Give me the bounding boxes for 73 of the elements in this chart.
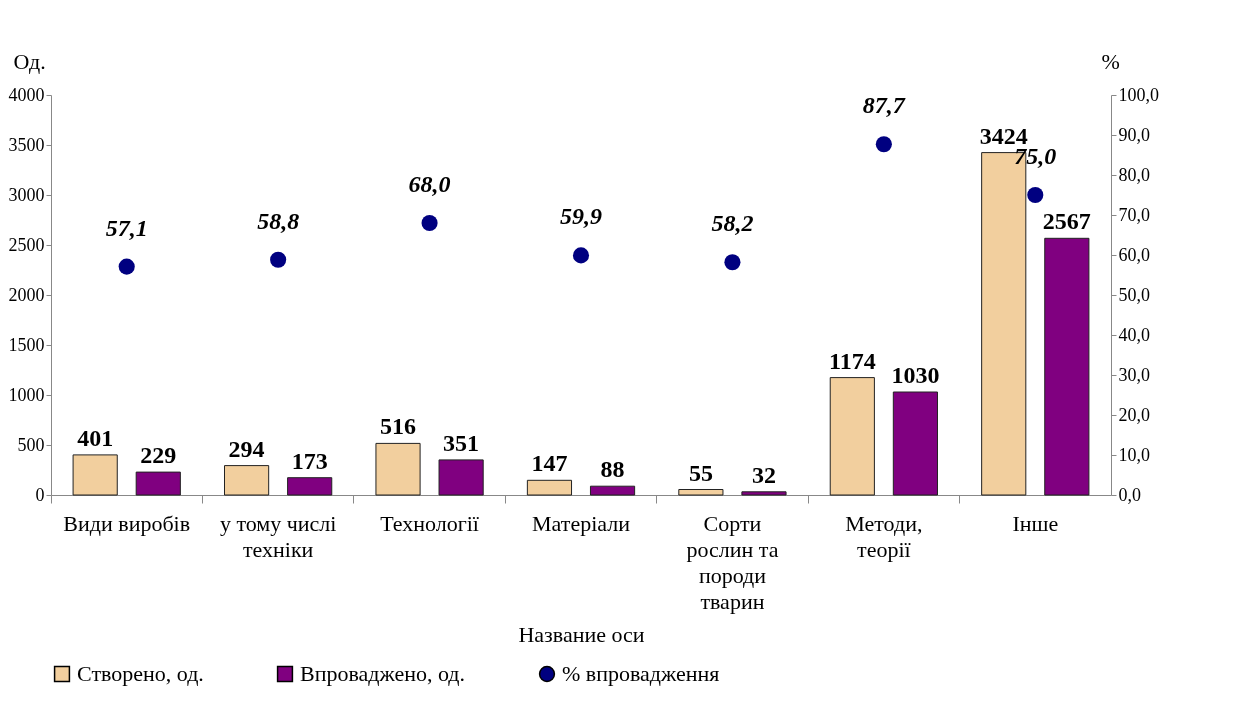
data-label: 55 (688, 459, 713, 486)
y-tick-label: 1500 (8, 334, 45, 355)
x-tick-label: Види виробів (63, 510, 191, 536)
point (724, 254, 741, 271)
point (118, 258, 135, 275)
bar (526, 479, 573, 496)
y-tick-label: 500 (17, 434, 45, 455)
bar (589, 485, 636, 496)
data-label: 68,0 (408, 171, 451, 197)
data-label: 351 (443, 429, 480, 456)
y-tick-label: 0 (35, 484, 45, 505)
y2-tick-label: 80,0 (1118, 164, 1150, 185)
bar (375, 442, 421, 496)
y2-tick-label: 40,0 (1118, 324, 1150, 345)
point (875, 136, 892, 153)
y-tick-label: 3500 (8, 134, 45, 155)
legend-label: Впроваджено, од. (300, 661, 466, 686)
y2-tick-label: 0,0 (1118, 484, 1141, 505)
point (421, 214, 438, 232)
data-label: 87,7 (862, 92, 906, 119)
data-label: 1030 (891, 362, 940, 388)
y-tick-label: 1000 (8, 384, 45, 405)
bar (438, 459, 484, 496)
bar (287, 477, 333, 496)
point (270, 251, 287, 268)
legend-label: % впровадження (562, 661, 720, 686)
bar (678, 489, 724, 496)
x-tick-label: у тому числі техніки (219, 510, 337, 562)
data-label: 58,8 (257, 207, 300, 234)
x-axis-title: Название оси (518, 621, 645, 647)
y2-tick-label: 50,0 (1118, 284, 1150, 305)
data-label: 229 (140, 442, 177, 469)
data-label: 516 (380, 413, 417, 440)
bar (892, 391, 938, 496)
data-label: 59,9 (560, 203, 602, 230)
point (572, 247, 590, 264)
y2-tick-label: 90,0 (1118, 124, 1150, 145)
data-label: 1174 (828, 347, 876, 374)
data-label: 58,2 (711, 210, 754, 237)
data-label: 401 (77, 424, 114, 451)
x-tick-label: Інше (1012, 510, 1059, 536)
x-tick-label: Сорти рослин та породи тварин (686, 510, 779, 614)
bar (829, 377, 875, 496)
data-label: 32 (751, 461, 776, 488)
y-axis-title: Од. (13, 48, 46, 74)
bar (741, 491, 787, 496)
data-label: 173 (291, 447, 328, 474)
bar (1044, 237, 1090, 496)
y-tick-label: 4000 (8, 84, 45, 105)
data-label: 88 (600, 456, 625, 483)
x-tick-label: Матеріали (532, 510, 631, 536)
x-tick-label: Методи, теорії (845, 510, 923, 562)
y-tick-label: 2000 (8, 284, 45, 305)
y-tick-label: 3000 (8, 184, 45, 205)
y2-tick-label: 20,0 (1118, 404, 1150, 425)
x-tick-label: Технології (380, 510, 480, 536)
data-label: 57,1 (105, 214, 148, 241)
data-label: 147 (531, 450, 568, 477)
bar (72, 454, 118, 496)
y2-tick-label: 10,0 (1118, 444, 1150, 465)
y2-tick-label: 60,0 (1118, 244, 1150, 265)
data-label: 2567 (1042, 208, 1091, 235)
point (1027, 186, 1044, 204)
y2-tick-label: 100,0 (1118, 84, 1159, 105)
y2-axis-title: % (1101, 48, 1120, 74)
data-label: 3424 (979, 122, 1028, 149)
bar (135, 471, 181, 496)
y-tick-label: 2500 (8, 234, 45, 255)
bar (224, 465, 270, 496)
data-label: 294 (228, 435, 265, 462)
legend-label: Створено, од. (77, 661, 204, 686)
y2-tick-label: 30,0 (1118, 364, 1150, 385)
y2-tick-label: 70,0 (1118, 204, 1150, 225)
